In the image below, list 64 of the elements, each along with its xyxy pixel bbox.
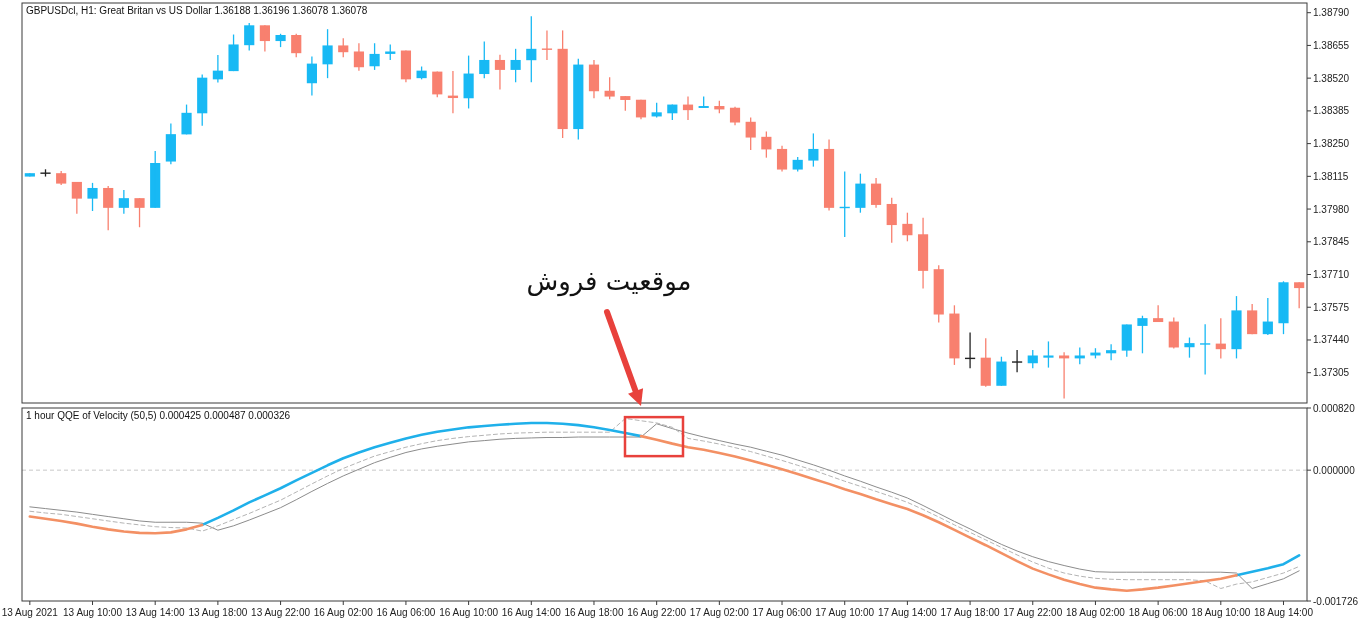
y-tick-label: 1.37305 — [1313, 367, 1350, 379]
candlestick — [1027, 349, 1038, 369]
x-tick-label: 13 Aug 14:00 — [125, 607, 186, 618]
x-tick-label: 16 Aug 10:00 — [439, 607, 499, 618]
x-tick-label: 16 Aug 14:00 — [501, 607, 562, 618]
y-tick-label: 0.000820 — [1313, 402, 1356, 414]
x-tick-label: 16 Aug 02:00 — [313, 607, 374, 618]
candlestick — [134, 197, 145, 228]
y-tick-label: 1.38385 — [1313, 105, 1350, 117]
y-tick-label: 0.000000 — [1313, 464, 1356, 476]
candlestick — [933, 264, 944, 324]
candlestick — [87, 182, 98, 212]
candlestick — [181, 103, 192, 136]
candlestick — [1184, 336, 1195, 359]
candlestick — [1231, 295, 1242, 360]
x-tick-label: 18 Aug 10:00 — [1191, 607, 1251, 618]
x-tick-label: 18 Aug 06:00 — [1128, 607, 1189, 618]
x-tick-label: 13 Aug 10:00 — [63, 607, 123, 618]
x-tick-label: 18 Aug 14:00 — [1254, 607, 1314, 618]
x-tick-label: 13 Aug 18:00 — [188, 607, 248, 618]
candlestick — [1294, 281, 1305, 309]
candlestick — [24, 172, 35, 178]
candlestick — [322, 28, 333, 79]
y-tick-label: -0.001726 — [1313, 595, 1359, 607]
candlestick — [228, 33, 239, 72]
x-tick-label: 17 Aug 14:00 — [877, 607, 938, 618]
x-tick-label: 16 Aug 06:00 — [376, 607, 436, 618]
y-tick-label: 1.38655 — [1313, 39, 1350, 51]
x-tick-label: 17 Aug 22:00 — [1003, 607, 1063, 618]
x-tick-label: 17 Aug 18:00 — [940, 607, 1000, 618]
y-tick-label: 1.38115 — [1313, 170, 1349, 182]
candlestick — [369, 42, 380, 71]
y-tick-label: 1.37845 — [1313, 236, 1350, 248]
y-tick-label: 1.38250 — [1313, 138, 1350, 150]
candlestick — [1200, 323, 1211, 376]
y-tick-label: 1.38790 — [1313, 7, 1350, 19]
candlestick — [604, 76, 615, 100]
candlestick — [1278, 280, 1289, 335]
x-tick-label: 17 Aug 06:00 — [752, 607, 812, 618]
chart-title: 1 hour QQE of Velocity (50,5) 0.000425 0.000487 0.000326 — [26, 410, 291, 421]
candlestick — [1137, 315, 1148, 354]
annotation: موقعیت فروش — [526, 266, 692, 297]
y-tick-label: 1.38520 — [1313, 72, 1350, 84]
candlestick — [71, 181, 82, 215]
y-tick-label: 1.37710 — [1313, 269, 1350, 281]
x-tick-label: 13 Aug 2021 — [1, 607, 59, 618]
candlestick — [1043, 340, 1054, 369]
candlestick — [541, 29, 553, 61]
candlestick — [996, 356, 1007, 387]
candlestick — [338, 37, 349, 58]
y-tick-label: 1.37440 — [1313, 334, 1350, 346]
x-tick-label: 13 Aug 22:00 — [251, 607, 311, 618]
y-tick-label: 1.37980 — [1313, 203, 1350, 215]
candlestick — [949, 304, 960, 366]
candlestick — [1121, 323, 1132, 358]
x-tick-label: 17 Aug 02:00 — [689, 607, 750, 618]
candlestick — [1012, 349, 1023, 373]
x-tick-label: 16 Aug 22:00 — [627, 607, 687, 618]
x-tick-label: 16 Aug 18:00 — [564, 607, 624, 618]
chart-title: GBPUSDcl, H1: Great Britan vs US Dollar 1.36188 1.36196 1.36078 1.36078 — [26, 5, 368, 16]
x-tick-label: 18 Aug 02:00 — [1065, 607, 1126, 618]
candlestick — [808, 132, 819, 168]
y-tick-label: 1.37575 — [1313, 301, 1350, 313]
x-tick-label: 17 Aug 10:00 — [815, 607, 875, 618]
